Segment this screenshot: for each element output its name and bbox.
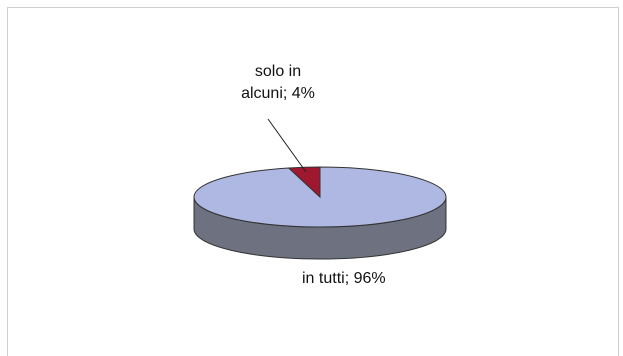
slice-label-solo-in-alcuni-line1: solo in bbox=[254, 63, 302, 80]
slice-label-in-tutti: in tutti; 96% bbox=[302, 270, 386, 287]
pie-slice-solo-in-alcuni bbox=[287, 166, 321, 199]
leader-line bbox=[267, 118, 307, 173]
slice-label-solo-in-alcuni: solo in alcuni; 4% bbox=[218, 61, 338, 105]
slice-label-solo-in-alcuni-line2: alcuni; 4% bbox=[241, 85, 315, 102]
